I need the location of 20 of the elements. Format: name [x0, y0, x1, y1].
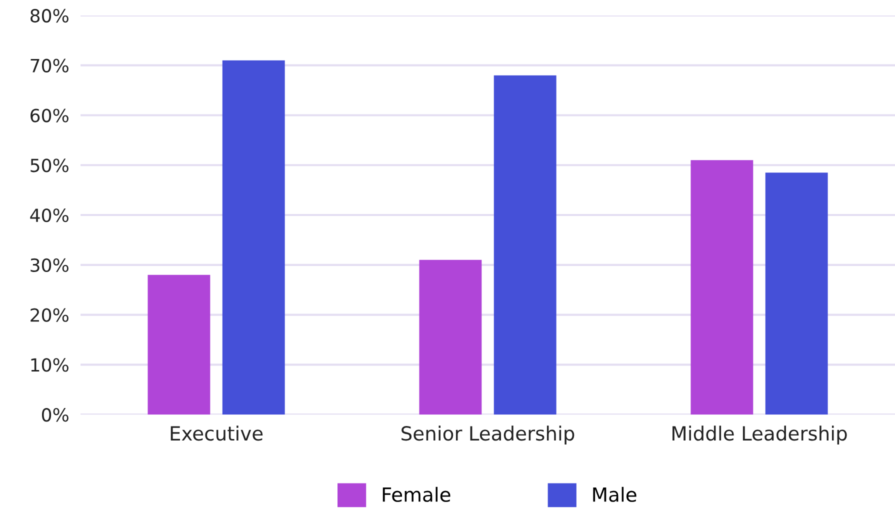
y-tick-label: 30%: [30, 258, 68, 272]
y-tick-label: 10%: [31, 358, 68, 372]
bar: [494, 75, 556, 415]
bar: [148, 274, 210, 415]
x-tick-label: Senior Leadership: [402, 426, 574, 445]
legend-label: Male: [593, 486, 636, 502]
y-tick-label: 50%: [30, 158, 68, 172]
y-tick-label: 0%: [42, 408, 68, 422]
y-tick-label: 80%: [30, 8, 68, 23]
x-tick-label: Middle Leadership: [672, 426, 847, 445]
y-tick-label: 70%: [30, 58, 68, 72]
bar: [419, 260, 482, 415]
y-tick-label: 40%: [30, 208, 68, 222]
bar: [222, 60, 285, 415]
y-tick-label: 60%: [30, 108, 68, 122]
x-tick-label: Executive: [170, 426, 263, 441]
legend-label: Female: [382, 486, 450, 502]
y-tick-label: 20%: [30, 308, 68, 322]
bar: [690, 160, 754, 415]
bar: [765, 172, 828, 415]
